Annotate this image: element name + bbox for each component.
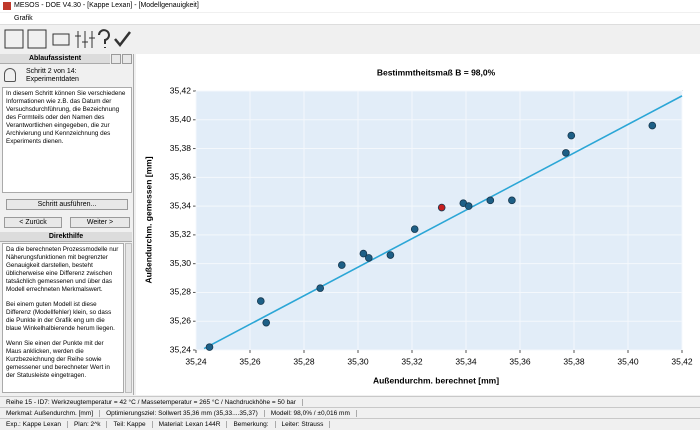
menu-item[interactable]: Grafik [14, 15, 33, 22]
plot-area [195, 90, 683, 351]
help-paragraph: Wenn Sie einen der Punkte mit der Maus a… [6, 340, 110, 379]
y-tick-label: 35,38 [170, 143, 192, 153]
data-point [562, 149, 570, 157]
toolbar [4, 29, 131, 49]
status-text: Material: Lexan 144R [152, 421, 228, 428]
status-text: Optimierungsziel: Sollwert 35,36 mm (35,… [100, 410, 265, 417]
y-tick-label: 35,24 [170, 344, 192, 354]
y-tick-label: 35,34 [170, 200, 192, 210]
status-text: Reihe 15 - ID7: Werkzeugtemperatur = 42 … [0, 399, 303, 406]
x-tick-label: 35,26 [239, 356, 261, 366]
print-icon[interactable] [52, 33, 70, 46]
x-tick-label: 35,40 [617, 356, 639, 366]
step-info: Schritt 2 von 14: Experimentdaten [26, 68, 79, 84]
step-number: Schritt 2 von 14: [26, 68, 77, 75]
status-text: Leiter: Strauss [275, 421, 331, 428]
app-icon [3, 2, 11, 10]
data-point [567, 131, 576, 140]
y-tick-label: 35,36 [170, 172, 192, 182]
tool-icon[interactable] [27, 29, 47, 49]
chart: Bestimmtheitsmaß B = 98,0% Außendurchm. … [136, 54, 700, 395]
data-point [338, 261, 346, 269]
step-icon [4, 68, 16, 82]
status-text: Modell: 98,0% / ±0,016 mm [264, 410, 357, 417]
side-panel: Ablaufassistent Schritt 2 von 14: Experi… [0, 54, 134, 395]
data-point [262, 318, 270, 327]
y-tick-label: 35,30 [170, 258, 192, 268]
x-tick-label: 35,32 [401, 356, 423, 366]
status-text: Plan: 2^k [67, 421, 108, 428]
data-point [508, 196, 516, 205]
panel-header: Ablaufassistent [0, 54, 110, 64]
close-button[interactable] [122, 54, 132, 64]
x-tick-label: 35,34 [455, 356, 477, 366]
status-row: Reihe 15 - ID7: Werkzeugtemperatur = 42 … [0, 396, 700, 407]
x-tick-label: 35,24 [185, 356, 207, 366]
ok-icon[interactable] [114, 31, 131, 47]
step-name: Experimentdaten [26, 76, 79, 83]
x-axis-label: Außendurchm. berechnet [mm] [373, 375, 499, 385]
status-experiment: Exp.: Kappe Lexan Plan: 2^k Teil: Kappe Mat… [0, 418, 700, 429]
x-tick-label: 35,36 [509, 356, 531, 366]
y-tick-label: 35,40 [170, 114, 192, 124]
back-button[interactable]: < Zurück [4, 217, 62, 228]
data-point [437, 203, 446, 212]
data-point [648, 121, 657, 130]
next-button[interactable]: Weiter > [70, 217, 130, 228]
y-tick-label: 35,28 [170, 287, 192, 297]
data-point [386, 251, 395, 259]
help-text: Da die berechneten Prozessmodelle nur Nä… [2, 243, 124, 393]
status-text: Exp.: Kappe Lexan [0, 421, 68, 428]
tool-icon[interactable] [4, 29, 24, 49]
help-header: Direkthilfe [0, 232, 132, 242]
x-tick-label: 35,42 [671, 356, 693, 366]
scrollbar[interactable] [125, 243, 132, 393]
y-tick-label: 35,32 [170, 229, 192, 239]
menu-bar: Grafik [0, 13, 700, 25]
collapse-button[interactable] [111, 54, 121, 64]
run-button[interactable]: Schritt ausführen... [6, 199, 128, 210]
data-point [257, 297, 265, 305]
help-paragraph: Da die berechneten Prozessmodelle nur Nä… [6, 246, 119, 293]
data-point [316, 284, 325, 292]
data-point [205, 343, 214, 351]
data-point [410, 225, 419, 233]
x-tick-label: 35,30 [347, 356, 369, 366]
title-bar: MESOS - DOE V4.30 - [Kappe Lexan] - [Mod… [0, 0, 700, 12]
y-tick-label: 35,42 [170, 85, 192, 95]
chart-title: Bestimmtheitsmaß B = 98,0% [377, 67, 496, 77]
data-point [359, 249, 368, 258]
data-point [486, 196, 495, 205]
help-icon[interactable] [98, 29, 110, 48]
x-tick-label: 35,28 [293, 356, 315, 366]
help-paragraph: Bei einem guten Modell ist diese Differe… [6, 301, 115, 332]
data-point [365, 254, 373, 262]
y-axis-label: Außendurchm. gemessen [mm] [143, 156, 153, 283]
y-tick-label: 35,26 [170, 315, 192, 325]
data-point [464, 202, 473, 210]
status-text: Teil: Kappe [107, 421, 153, 428]
window-title: MESOS - DOE V4.30 - [Kappe Lexan] - [Mod… [14, 2, 199, 9]
fit-line [203, 95, 683, 350]
status-text: Merkmal: Außendurchm. [mm] [0, 410, 101, 417]
status-feature: Merkmal: Außendurchm. [mm] Optimierungszi… [0, 407, 700, 418]
status-text: Bemerkung: [227, 421, 276, 428]
x-tick-label: 35,38 [563, 356, 585, 366]
step-description: In diesem Schritt können Sie verschieden… [2, 87, 132, 193]
settings-icon[interactable] [75, 31, 95, 48]
